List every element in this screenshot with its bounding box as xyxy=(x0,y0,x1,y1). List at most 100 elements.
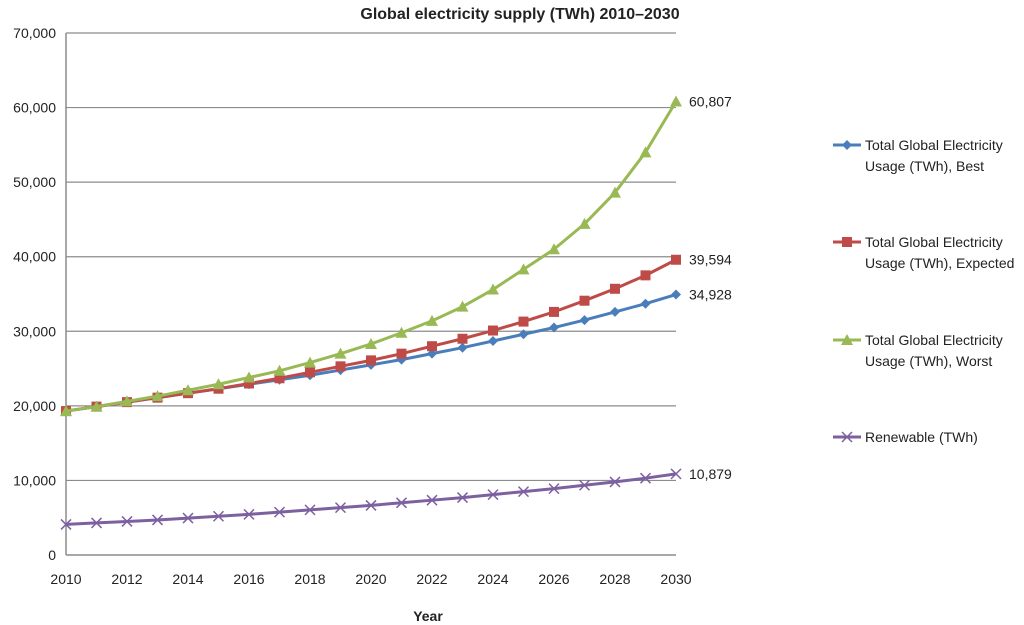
legend-item: Total Global Electricity Usage (TWh), Exp… xyxy=(833,234,1014,271)
diamond-marker xyxy=(549,322,559,333)
x-marker xyxy=(243,508,255,520)
square-marker xyxy=(244,378,254,389)
diamond-marker xyxy=(457,342,468,353)
legend-label: Total Global Electricity xyxy=(865,234,1003,250)
series-triangle xyxy=(60,95,682,417)
diamond-marker xyxy=(640,298,651,309)
triangle-marker xyxy=(670,95,682,107)
x-marker xyxy=(334,502,347,514)
diamond-marker xyxy=(671,289,681,300)
series-square xyxy=(61,254,681,417)
end-data-label: 34,928 xyxy=(689,287,732,303)
x-marker xyxy=(90,517,103,529)
x-marker xyxy=(548,483,560,495)
legend-label: Total Global Electricity xyxy=(865,332,1003,348)
square-marker xyxy=(488,325,498,336)
legend-label: Usage (TWh), Worst xyxy=(865,353,992,369)
x-marker xyxy=(456,492,469,504)
x-tick-label: 2018 xyxy=(294,571,325,587)
x-marker xyxy=(841,431,853,443)
series-line xyxy=(65,472,677,526)
square-marker xyxy=(305,367,315,378)
series-x xyxy=(60,468,682,530)
triangle-marker xyxy=(456,300,469,312)
y-axis-ticks: 0 10,000 20,000 30,000 40,000 50,000 60,000 70,… xyxy=(13,25,56,563)
square-marker xyxy=(610,283,620,294)
end-data-label: 39,594 xyxy=(689,252,732,268)
triangle-marker xyxy=(578,217,591,229)
chart-title: Global electricity supply (TWh) 2010–203… xyxy=(360,6,679,23)
triangle-marker xyxy=(365,337,377,349)
square-marker xyxy=(427,341,437,352)
x-marker xyxy=(304,504,316,516)
diamond-marker xyxy=(518,329,529,340)
series-group xyxy=(60,95,682,530)
square-marker xyxy=(274,373,285,384)
triangle-marker xyxy=(395,326,408,338)
x-tick-label: 2012 xyxy=(111,571,142,587)
x-tick-label: 2010 xyxy=(50,571,81,587)
x-tick-label: 2030 xyxy=(660,571,691,587)
x-marker xyxy=(60,518,72,530)
x-marker xyxy=(273,506,286,518)
y-tick-label: 40,000 xyxy=(13,249,56,265)
end-labels: 34,928 39,594 60,807 10,879 xyxy=(689,94,732,482)
x-marker xyxy=(487,489,499,501)
square-marker xyxy=(335,361,346,372)
square-marker xyxy=(396,348,407,359)
square-marker xyxy=(671,254,681,265)
y-tick-label: 30,000 xyxy=(13,323,56,339)
triangle-marker xyxy=(90,400,103,412)
triangle-marker xyxy=(426,314,438,326)
square-marker xyxy=(457,333,468,344)
triangle-marker xyxy=(243,371,255,383)
y-tick-label: 0 xyxy=(48,547,56,563)
x-marker xyxy=(578,479,591,491)
triangle-marker xyxy=(841,334,853,345)
gridlines xyxy=(66,32,676,482)
x-tick-label: 2028 xyxy=(599,571,630,587)
triangle-marker xyxy=(273,364,286,376)
triangle-marker xyxy=(609,186,621,198)
x-marker xyxy=(609,476,621,488)
x-marker xyxy=(517,486,530,498)
triangle-marker xyxy=(121,395,133,407)
x-tick-label: 2026 xyxy=(538,571,569,587)
end-data-label: 10,879 xyxy=(689,466,732,482)
legend-label: Total Global Electricity xyxy=(865,137,1003,153)
square-marker xyxy=(549,306,559,317)
end-data-label: 60,807 xyxy=(689,94,732,110)
x-marker xyxy=(365,499,377,511)
triangle-marker xyxy=(639,146,652,158)
x-tick-label: 2014 xyxy=(172,571,203,587)
legend-item: Renewable (TWh) xyxy=(833,429,978,445)
square-marker xyxy=(579,295,590,306)
x-axis-label: Year xyxy=(413,608,443,624)
x-marker xyxy=(182,512,194,524)
legend-item: Total Global Electricity Usage (TWh), Bes… xyxy=(833,137,1003,174)
y-tick-label: 20,000 xyxy=(13,398,56,414)
x-tick-label: 2022 xyxy=(416,571,447,587)
triangle-marker xyxy=(212,378,225,390)
square-marker xyxy=(518,316,529,327)
x-marker xyxy=(121,515,133,527)
x-tick-label: 2024 xyxy=(477,571,508,587)
x-tick-label: 2020 xyxy=(355,571,386,587)
triangle-marker xyxy=(304,356,316,368)
x-marker xyxy=(151,514,164,526)
square-marker xyxy=(842,237,852,247)
y-tick-label: 50,000 xyxy=(13,174,56,190)
x-marker xyxy=(212,510,225,522)
legend-label: Renewable (TWh) xyxy=(865,429,978,445)
square-marker xyxy=(640,270,651,281)
legend-label: Usage (TWh), Best xyxy=(865,158,984,174)
triangle-marker xyxy=(151,390,164,402)
triangle-marker xyxy=(487,283,499,295)
y-tick-label: 60,000 xyxy=(13,100,56,116)
triangle-marker xyxy=(334,347,347,359)
diamond-marker xyxy=(842,140,852,150)
x-marker xyxy=(426,494,438,506)
x-marker xyxy=(395,497,408,509)
legend-item: Total Global Electricity Usage (TWh), Wor… xyxy=(833,332,1003,369)
